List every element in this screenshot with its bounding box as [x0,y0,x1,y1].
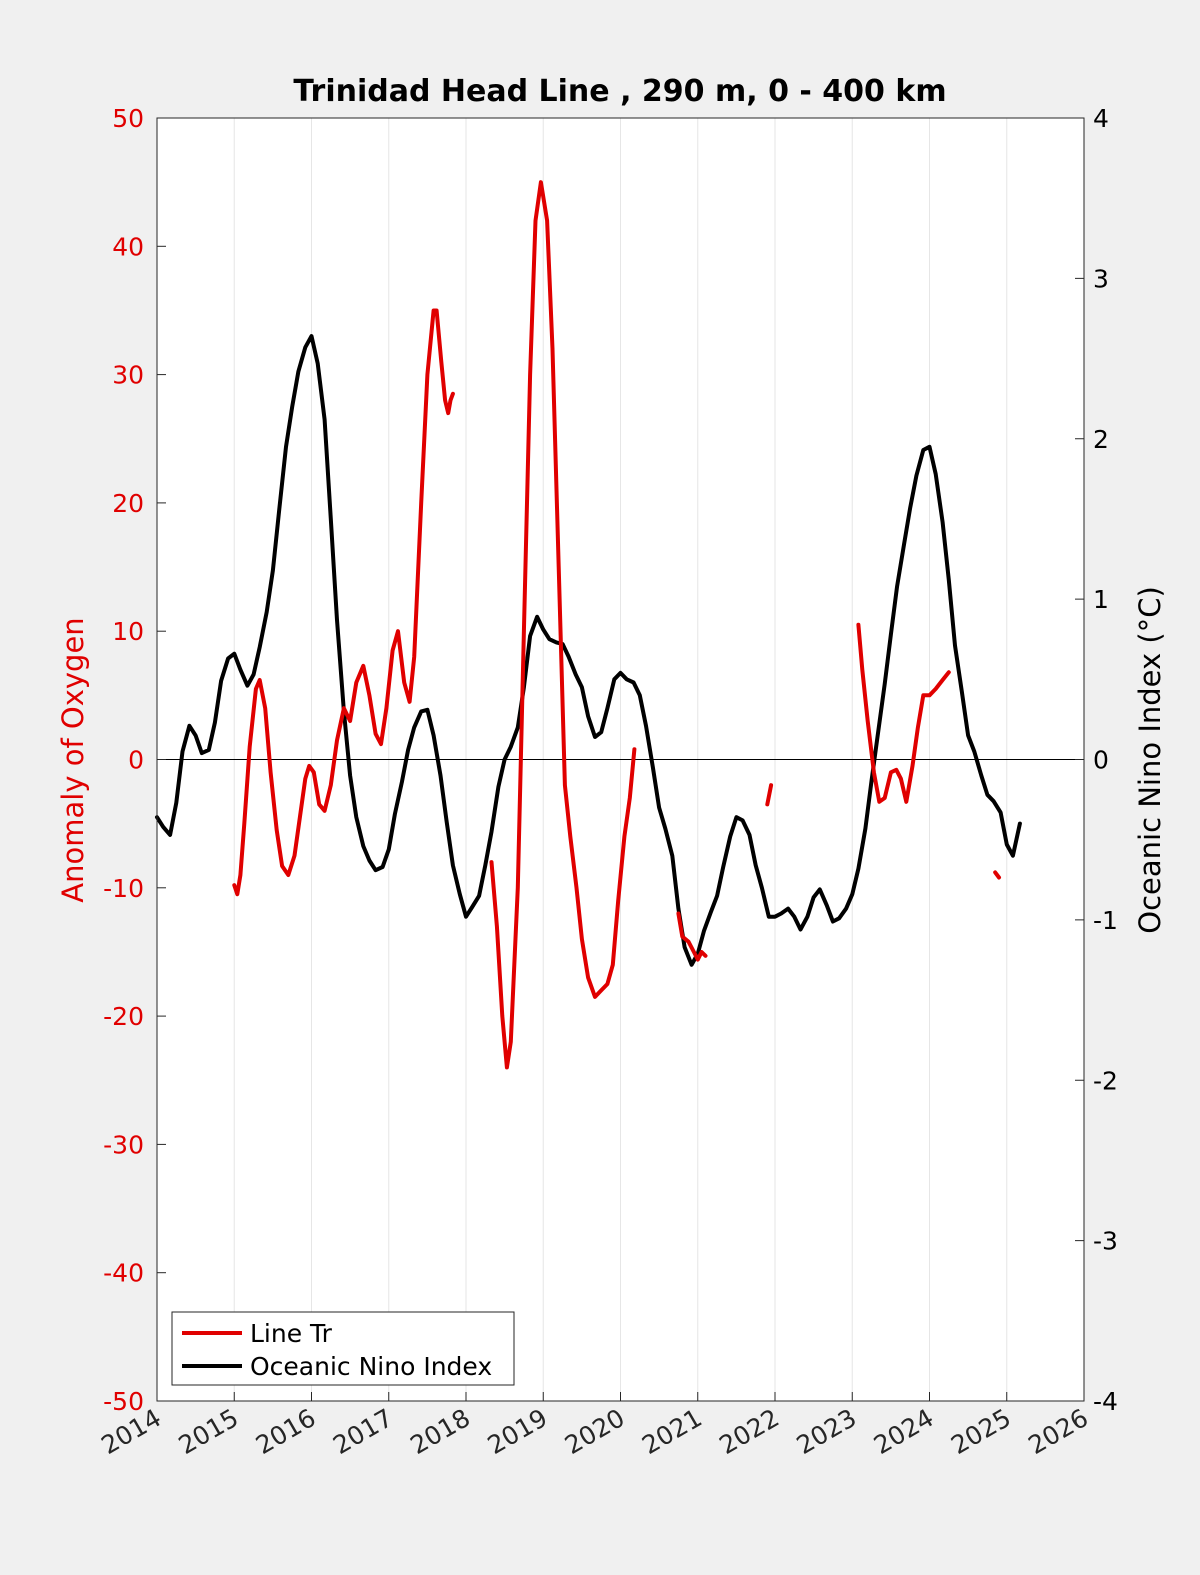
right-axis: 4 3 2 1 0 -1 -2 -3 -4 [1075,104,1118,1416]
left-tick-label: -20 [103,1002,144,1031]
legend-label-line-tr: Line Tr [250,1319,333,1348]
right-tick-label: 1 [1093,585,1109,614]
right-tick-label: -2 [1093,1066,1118,1095]
right-tick-label: 0 [1093,746,1109,775]
x-tick-label: 2021 [637,1403,707,1460]
x-tick-label: 2016 [251,1403,321,1460]
left-tick-label: 20 [112,489,144,518]
x-tick-label: 2019 [483,1403,553,1460]
right-tick-label: -1 [1093,906,1118,935]
legend-label-oni: Oceanic Nino Index [250,1352,492,1381]
right-tick-label: -4 [1093,1387,1118,1416]
x-axis: 2014 2015 2016 2017 2018 2019 2020 2021 2022 2023… [96,1392,1093,1460]
x-tick-label: 2018 [405,1403,475,1460]
right-tick-label: 2 [1093,425,1109,454]
right-tick-label: -3 [1093,1227,1118,1256]
left-tick-label: 40 [112,232,144,261]
left-tick-label: -30 [103,1130,144,1159]
left-tick-label: 0 [128,746,144,775]
left-axis: 50 40 30 20 10 0 -10 -20 -30 -40 -50 [103,104,166,1416]
left-tick-label: -40 [103,1259,144,1288]
series-line-tr-segment-0 [232,308,455,897]
left-tick-label: -10 [103,874,144,903]
legend-box [171,1311,515,1386]
series-line-tr-segment-1 [489,180,637,1070]
series-line-tr-segment-2 [676,911,708,962]
left-tick-label: 10 [112,617,144,646]
left-tick-label: 30 [112,361,144,390]
series-oni-segment-0 [155,334,1022,967]
left-axis-label: Anomaly of Oxygen [56,617,90,902]
left-tick-label: -50 [103,1387,144,1416]
left-tick-label: 50 [112,104,144,133]
right-tick-label: 3 [1093,264,1109,293]
legend: Line Tr Oceanic Nino Index [171,1311,515,1386]
x-tick-label: 2015 [174,1403,244,1460]
x-tick-label: 2024 [869,1403,939,1460]
right-axis-label: Oceanic Nino Index (°C) [1133,586,1167,934]
x-tick-label: 2026 [1023,1403,1093,1460]
chart-title: Trinidad Head Line , 290 m, 0 - 400 km [293,74,946,109]
series-line-tr-segment-5 [993,870,1001,880]
x-tick-label: 2022 [714,1403,784,1460]
data-series [155,180,1022,1070]
x-tick-label: 2017 [328,1403,398,1460]
series-line-tr-segment-3 [765,783,774,807]
series-line-tr-segment-4 [856,622,951,804]
x-tick-label: 2023 [792,1403,862,1460]
x-tick-label: 2025 [946,1403,1016,1460]
x-tick-label: 2020 [560,1403,630,1460]
right-tick-label: 4 [1093,104,1109,133]
